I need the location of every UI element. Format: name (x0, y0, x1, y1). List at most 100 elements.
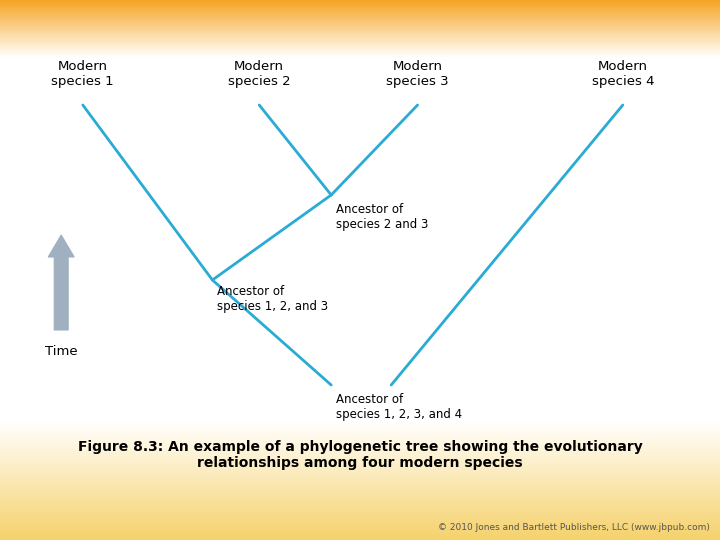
Bar (0, 535, 720, 536)
Text: Modern
species 2: Modern species 2 (228, 60, 290, 88)
Bar (0, 509, 720, 510)
Bar (0, 452, 720, 453)
Bar (0, 534, 720, 535)
Text: Modern
species 3: Modern species 3 (387, 60, 449, 88)
Bar (0, 472, 720, 473)
Bar (0, 39, 720, 40)
Bar (0, 430, 720, 431)
Text: Figure 8.3: An example of a phylogenetic tree showing the evolutionary
relations: Figure 8.3: An example of a phylogenetic… (78, 440, 642, 470)
Bar (0, 536, 720, 537)
Bar (0, 437, 720, 438)
Bar (0, 436, 720, 437)
Text: Ancestor of
species 1, 2, 3, and 4: Ancestor of species 1, 2, 3, and 4 (336, 393, 462, 421)
Bar (0, 498, 720, 499)
Bar (0, 523, 720, 524)
Bar (0, 505, 720, 506)
Bar (0, 432, 720, 433)
Bar (0, 486, 720, 487)
Bar (0, 421, 720, 422)
Bar (0, 25, 720, 26)
Bar (0, 20, 720, 21)
Bar (0, 500, 720, 501)
Bar (0, 491, 720, 492)
Bar (0, 23, 720, 24)
Bar (0, 444, 720, 445)
Bar (0, 8, 720, 9)
Bar (0, 21, 720, 22)
Bar (0, 448, 720, 449)
Bar (0, 35, 720, 36)
Bar (0, 41, 720, 42)
Bar (0, 22, 720, 23)
Bar (0, 34, 720, 35)
Bar (0, 31, 720, 32)
Bar (0, 434, 720, 435)
Bar (0, 457, 720, 458)
Bar (0, 538, 720, 539)
Bar (0, 485, 720, 486)
Bar (0, 425, 720, 426)
Bar (0, 16, 720, 17)
Bar (0, 49, 720, 50)
Text: Ancestor of
species 2 and 3: Ancestor of species 2 and 3 (336, 203, 428, 231)
Bar (0, 455, 720, 456)
Bar (0, 441, 720, 442)
Bar (0, 4, 720, 5)
Bar (0, 468, 720, 469)
Bar (0, 463, 720, 464)
Bar (0, 532, 720, 533)
Text: Modern
species 1: Modern species 1 (52, 60, 114, 88)
Bar (0, 469, 720, 470)
Bar (0, 476, 720, 477)
Bar (0, 462, 720, 463)
Bar (0, 445, 720, 446)
Bar (0, 54, 720, 55)
Bar (0, 537, 720, 538)
Bar (0, 2, 720, 3)
Bar (0, 481, 720, 482)
Bar (0, 29, 720, 30)
Bar (0, 460, 720, 461)
Bar (0, 14, 720, 15)
Bar (0, 459, 720, 460)
Bar (0, 45, 720, 46)
Bar (0, 466, 720, 467)
Bar (0, 424, 720, 425)
Bar (0, 501, 720, 502)
Bar (0, 494, 720, 495)
Bar (0, 27, 720, 28)
Bar (0, 32, 720, 33)
Bar (0, 42, 720, 43)
Bar (0, 530, 720, 531)
Bar (0, 517, 720, 518)
Bar (0, 52, 720, 53)
Bar (0, 493, 720, 494)
Bar (0, 428, 720, 429)
Bar (0, 17, 720, 18)
FancyArrow shape (48, 235, 74, 330)
Bar (0, 490, 720, 491)
Bar (0, 510, 720, 511)
Bar (0, 43, 720, 44)
Bar (0, 483, 720, 484)
Bar (0, 488, 720, 489)
Bar (0, 464, 720, 465)
Bar (0, 6, 720, 7)
Bar (0, 511, 720, 512)
Bar (0, 48, 720, 49)
Bar (0, 495, 720, 496)
Bar (0, 11, 720, 12)
Bar (0, 10, 720, 11)
Bar (0, 12, 720, 13)
Bar (0, 453, 720, 454)
Bar (0, 5, 720, 6)
Bar (0, 442, 720, 443)
Bar (0, 433, 720, 434)
Bar (0, 467, 720, 468)
Bar (0, 450, 720, 451)
Bar (0, 38, 720, 39)
Bar (0, 508, 720, 509)
Bar (0, 55, 720, 56)
Bar (0, 449, 720, 450)
Bar (0, 18, 720, 19)
